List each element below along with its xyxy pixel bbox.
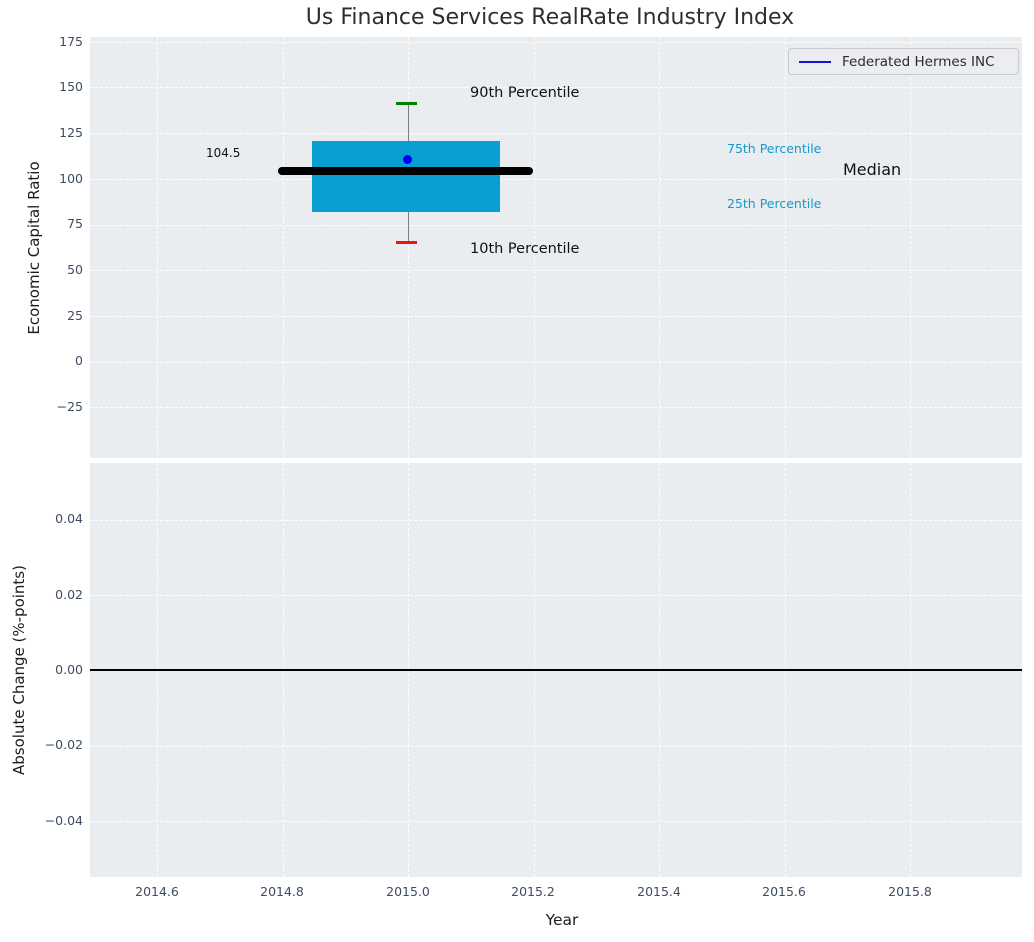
company-dot [403,155,412,164]
gridline [90,270,1022,271]
zero-line [90,669,1022,671]
x-tick-label: 2015.8 [888,884,932,899]
gridline [90,594,1022,596]
top-y-axis-label: Economic Capital Ratio [25,161,43,335]
y-tick-label: 50 [67,262,83,277]
bottom-y-axis-label: Absolute Change (%-points) [10,565,28,775]
gridline [282,37,284,458]
y-tick-label: 0 [75,353,83,368]
gridline [533,37,535,458]
p10-cap [396,241,417,244]
gridline [157,37,158,458]
x-tick-label: 2015.6 [762,884,806,899]
y-tick-label: −25 [56,399,83,414]
gridline [90,178,1022,180]
p25-label: 25th Percentile [727,196,822,211]
x-tick-label: 2014.8 [260,884,304,899]
y-tick-label: 150 [59,79,83,94]
top-plot-area: 104.5 90th Percentile 10th Percentile 75… [90,37,1022,458]
y-tick-label: 75 [67,216,83,231]
y-tick-label: −0.02 [44,737,83,752]
iqr-box [312,141,500,212]
gridline [90,87,1022,88]
p90-cap [396,102,417,105]
x-tick-label: 2015.2 [511,884,555,899]
median-value-label: 104.5 [206,146,241,160]
p10-label: 10th Percentile [470,241,580,257]
gridline [90,41,1022,43]
x-tick-label: 2015.0 [386,884,430,899]
gridline [910,37,911,458]
median-line [278,167,533,175]
x-tick-label: 2014.6 [135,884,179,899]
gridline [408,37,409,458]
y-tick-label: 100 [59,171,83,186]
gridline [90,519,1022,521]
gridline [659,37,660,458]
gridline [90,224,1022,226]
bottom-plot-area [90,463,1022,877]
gridline [90,133,1022,134]
y-tick-label: 125 [59,125,83,140]
y-tick-label: 25 [67,308,83,323]
legend-label: Federated Hermes INC [842,53,995,70]
median-label: Median [843,160,902,179]
legend: Federated Hermes INC [788,48,1019,75]
chart-title: Us Finance Services RealRate Industry In… [305,5,795,30]
gridline [90,361,1022,363]
x-axis-label: Year [545,911,579,929]
p90-label: 90th Percentile [470,85,580,101]
legend-line-swatch [799,60,831,63]
y-tick-label: 175 [59,34,83,49]
gridline [90,407,1022,408]
p75-label: 75th Percentile [727,141,822,156]
y-tick-label: −0.04 [44,813,83,828]
gridline [784,37,786,458]
y-tick-label: 0.00 [55,662,83,677]
x-tick-label: 2015.4 [637,884,681,899]
y-tick-label: 0.04 [55,511,83,526]
y-tick-label: 0.02 [55,587,83,602]
gridline [90,745,1022,747]
gridline [90,315,1022,317]
gridline [90,820,1022,822]
